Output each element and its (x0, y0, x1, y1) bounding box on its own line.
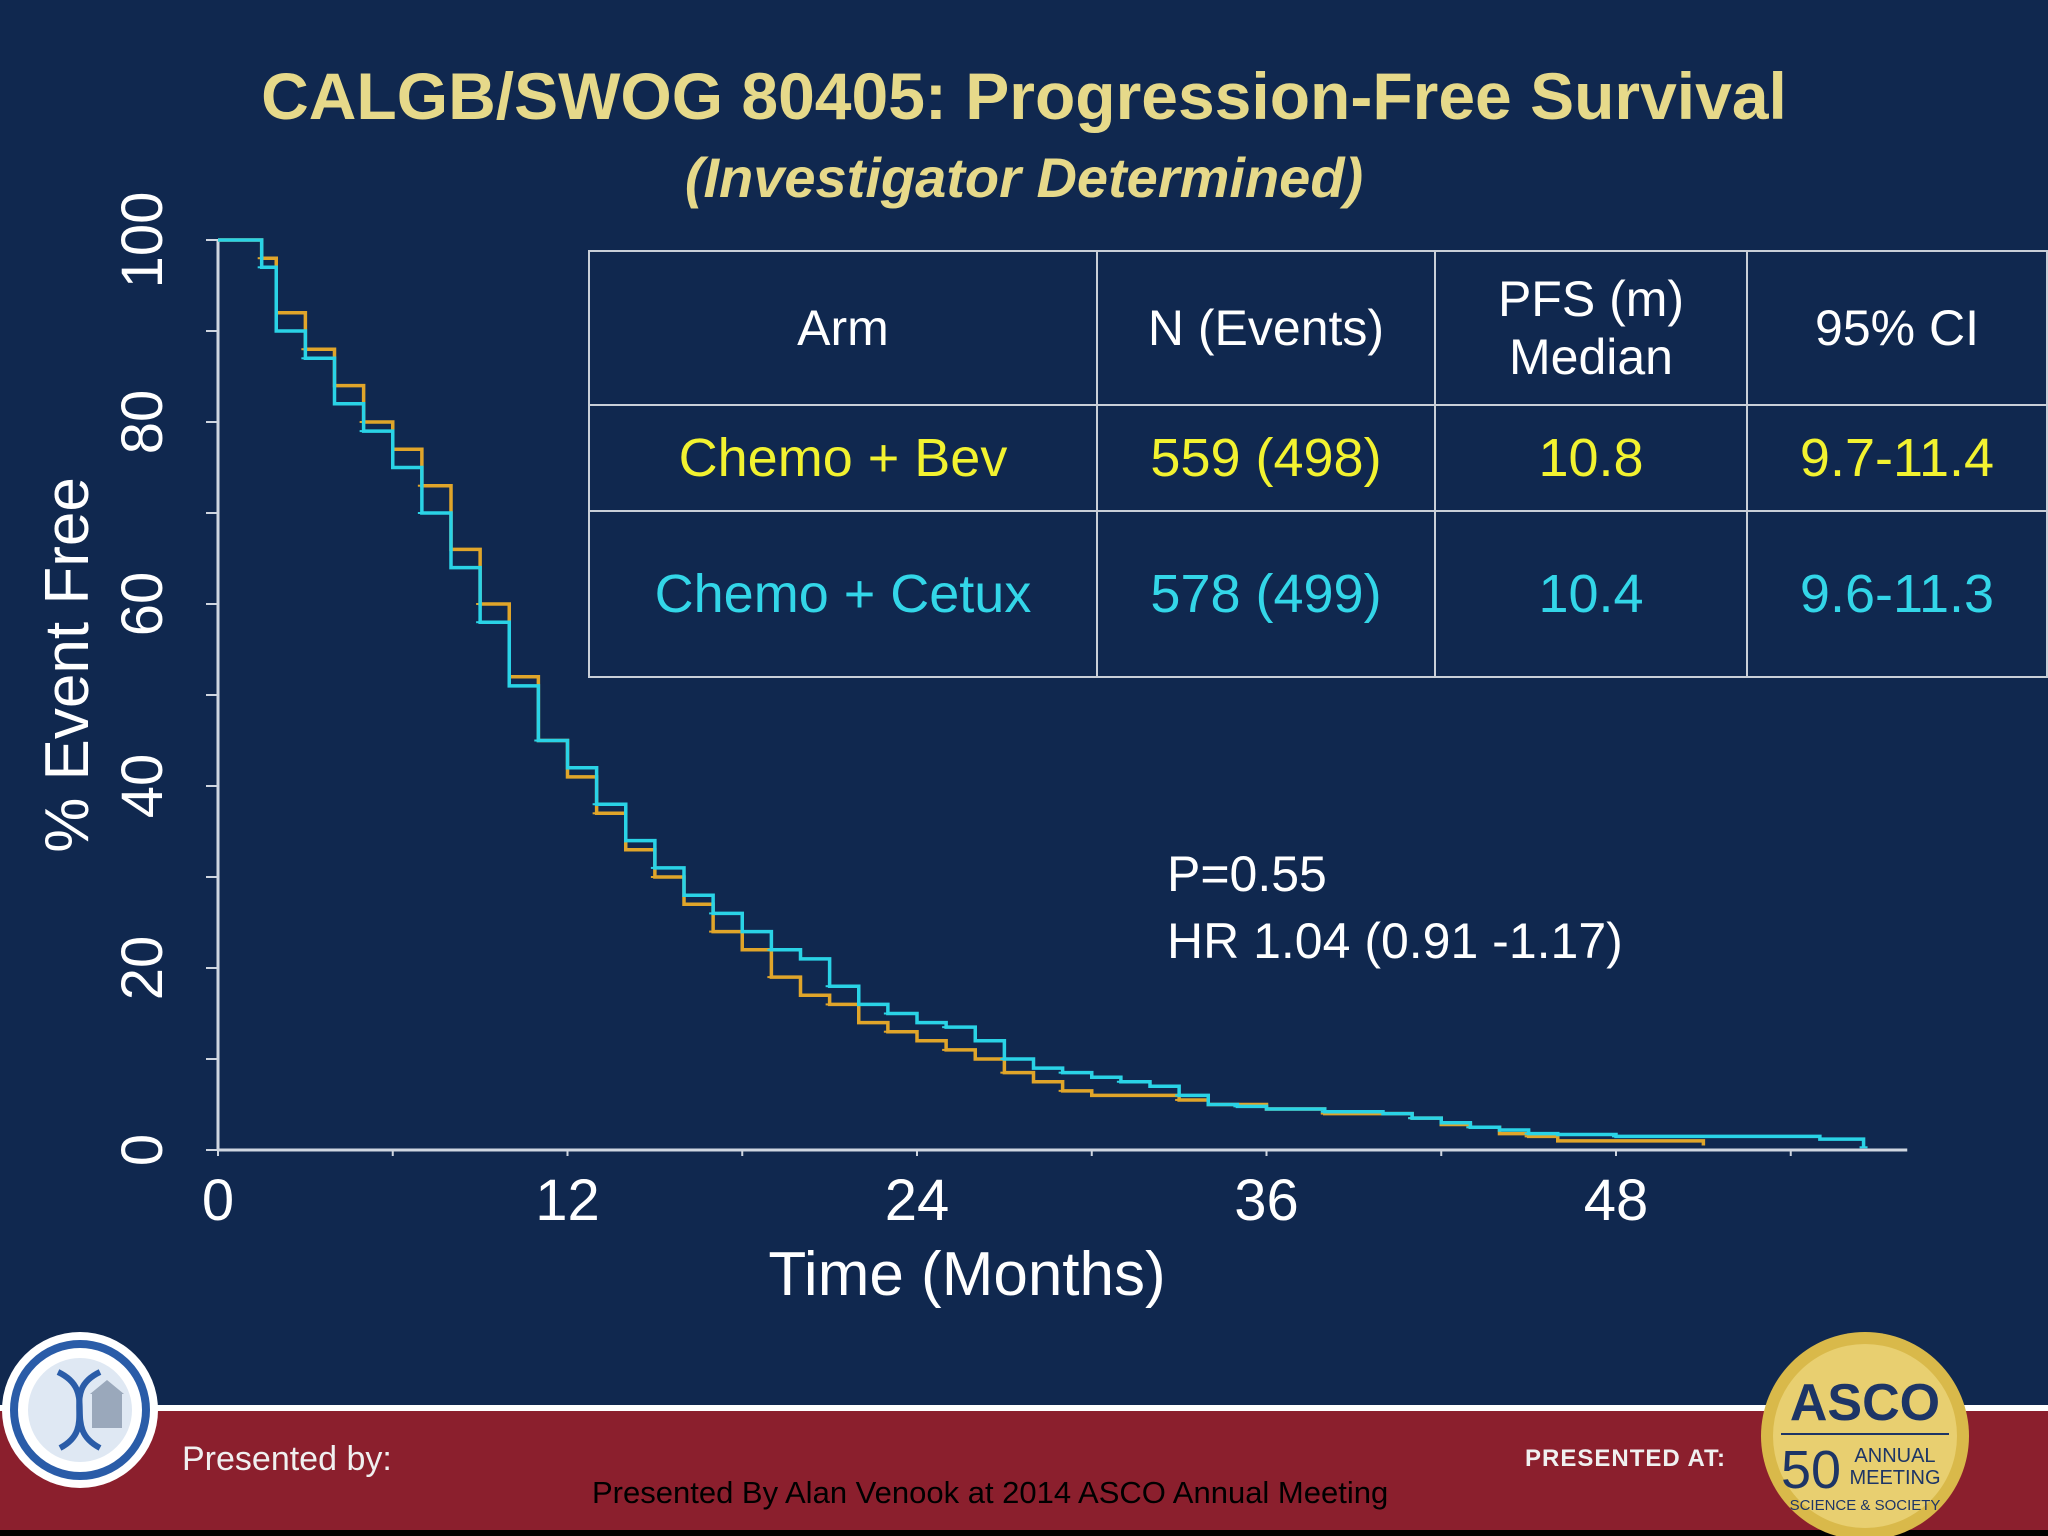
header-pfs-median: PFS (m) Median (1434, 250, 1748, 406)
federally-funded-research-logo (2, 1332, 158, 1488)
table-header-row: Arm N (Events) PFS (m) Median 95% CI (588, 250, 2048, 406)
footer-bar (0, 1405, 2048, 1530)
x-tick-label: 48 (1584, 1168, 1649, 1233)
header-ci: 95% CI (1746, 250, 2048, 406)
hazard-ratio-text: HR 1.04 (0.91 -1.17) (1167, 913, 1623, 969)
svg-text:MEETING: MEETING (1849, 1467, 1940, 1489)
asco-50th-meeting-logo: ASCO 50 ANNUAL MEETING SCIENCE & SOCIETY (1761, 1332, 1969, 1536)
y-tick-label: 0 (110, 1134, 175, 1166)
cell-n-events: 578 (499) (1096, 510, 1436, 678)
header-n-events: N (Events) (1096, 250, 1436, 406)
y-tick-label: 100 (110, 192, 175, 289)
x-tick-label: 24 (885, 1168, 950, 1233)
svg-text:SCIENCE & SOCIETY: SCIENCE & SOCIETY (1790, 1497, 1941, 1514)
footer-divider (0, 1405, 2048, 1411)
svg-text:50: 50 (1781, 1440, 1841, 1500)
y-axis-label: % Event Free (33, 477, 102, 853)
presented-by-label: Presented by: (182, 1440, 392, 1478)
presented-at-label: PRESENTED AT: (1525, 1445, 1727, 1472)
svg-text:ASCO: ASCO (1790, 1374, 1940, 1432)
x-axis-label: Time (Months) (768, 1240, 1165, 1309)
x-tick-label: 0 (202, 1168, 234, 1233)
table-row: Chemo + Cetux 578 (499) 10.4 9.6-11.3 (588, 510, 2048, 678)
table-row: Chemo + Bev 559 (498) 10.8 9.7-11.4 (588, 404, 2048, 512)
header-arm: Arm (588, 250, 1098, 406)
y-tick-label: 20 (110, 936, 175, 1001)
y-tick-label: 80 (110, 390, 175, 455)
p-value-text: P=0.55 (1167, 846, 1327, 902)
cell-ci: 9.6-11.3 (1746, 510, 2048, 678)
x-tick-label: 12 (535, 1168, 600, 1233)
chart-subtitle: (Investigator Determined) (684, 146, 1364, 209)
cell-arm: Chemo + Bev (588, 404, 1098, 512)
chart-title: CALGB/SWOG 80405: Progression-Free Survi… (261, 59, 1787, 133)
credit-line: Presented By Alan Venook at 2014 ASCO An… (592, 1475, 1389, 1510)
series-line-chemo-cetux (218, 238, 1866, 1148)
cell-arm: Chemo + Cetux (588, 510, 1098, 678)
summary-table: Arm N (Events) PFS (m) Median 95% CI Che… (588, 250, 2048, 678)
km-chart: 0 12 24 36 48 0 20 40 60 80 100 Time (Months) % Even… (33, 192, 1908, 1309)
y-tick-label: 40 (110, 754, 175, 819)
cell-n-events: 559 (498) (1096, 404, 1436, 512)
cell-pfs-median: 10.8 (1434, 404, 1748, 512)
bottom-strip (0, 1530, 2048, 1536)
x-tick-label: 36 (1234, 1168, 1299, 1233)
cell-pfs-median: 10.4 (1434, 510, 1748, 678)
cell-ci: 9.7-11.4 (1746, 404, 2048, 512)
y-tick-label: 60 (110, 572, 175, 637)
svg-text:ANNUAL: ANNUAL (1854, 1445, 1935, 1467)
